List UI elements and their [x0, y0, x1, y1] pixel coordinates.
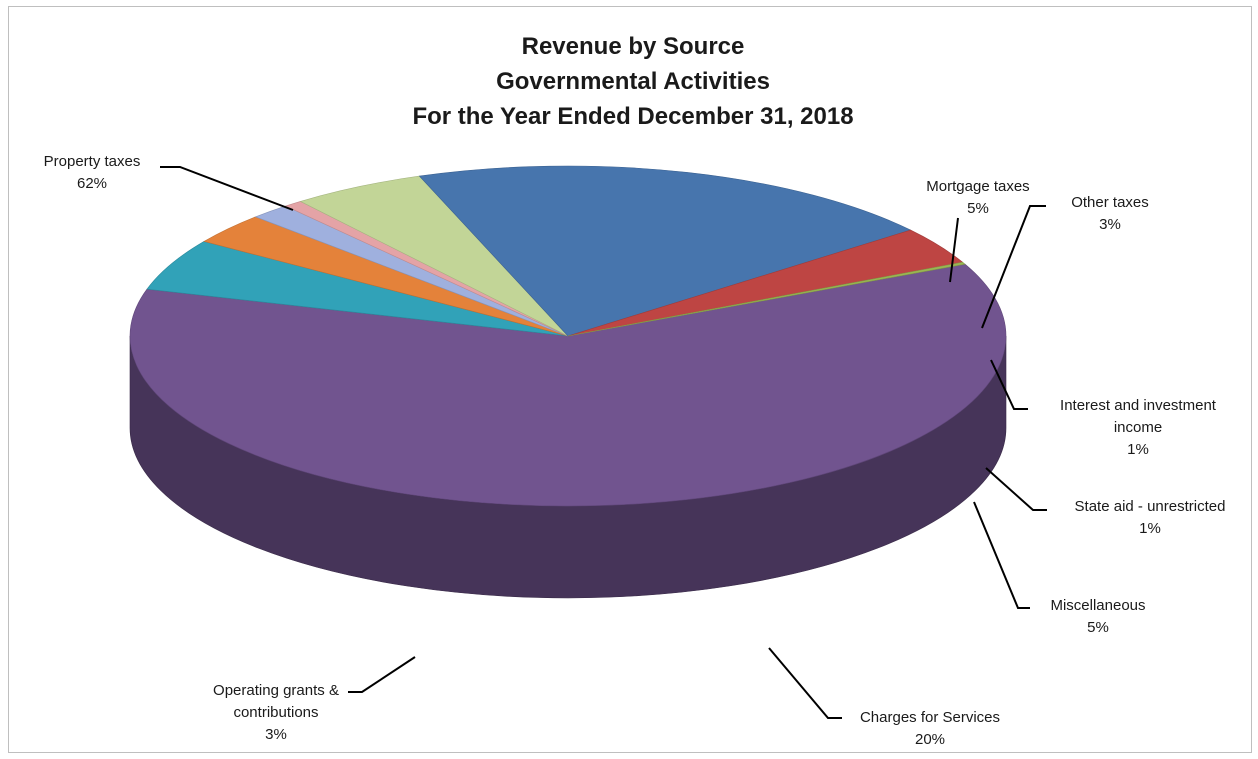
slice-pct-7: 3% — [265, 726, 287, 743]
leader-line-3 — [990, 359, 1028, 410]
slice-pct-2: 3% — [1099, 216, 1121, 233]
slice-label-1: Mortgage taxes — [926, 178, 1029, 195]
leader-line-4 — [985, 467, 1047, 511]
slice-label-3-1: income — [1114, 419, 1162, 436]
slice-labels: Property taxes 62% Mortgage taxes 5% Other t… — [44, 153, 1226, 748]
slice-label-4: State aid - unrestricted — [1075, 498, 1226, 515]
slice-pct-6: 20% — [915, 731, 945, 748]
pie-slice-0 — [129, 263, 1007, 507]
slice-pct-0: 62% — [77, 175, 107, 192]
slice-pct-4: 1% — [1139, 520, 1161, 537]
slice-label-7-0: Operating grants & — [213, 682, 339, 699]
pie-slice-6 — [418, 165, 912, 337]
chart-subtitle: Governmental Activities — [496, 68, 770, 95]
leader-line-1 — [949, 217, 959, 283]
slice-label-3-0: Interest and investment — [1060, 397, 1217, 414]
slice-label-0: Property taxes — [44, 153, 141, 170]
slice-pct-1: 5% — [967, 200, 989, 217]
leader-lines — [160, 166, 1047, 719]
slice-pct-5: 5% — [1087, 619, 1109, 636]
slice-pct-3: 1% — [1127, 441, 1149, 458]
slice-label-2: Other taxes — [1071, 194, 1149, 211]
chart-title: Revenue by Source — [522, 33, 745, 60]
slice-label-7-1: contributions — [233, 704, 318, 721]
chart-subtitle-2: For the Year Ended December 31, 2018 — [412, 103, 853, 130]
leader-line-2 — [981, 205, 1046, 329]
leader-line-0 — [160, 166, 294, 211]
leader-line-5 — [973, 501, 1030, 609]
leader-line-6 — [768, 647, 842, 719]
leader-line-7 — [348, 656, 416, 693]
pie-top — [129, 165, 1007, 507]
pie-slice-8 — [567, 261, 966, 337]
slice-label-6: Charges for Services — [860, 709, 1000, 726]
slice-label-5: Miscellaneous — [1050, 597, 1145, 614]
